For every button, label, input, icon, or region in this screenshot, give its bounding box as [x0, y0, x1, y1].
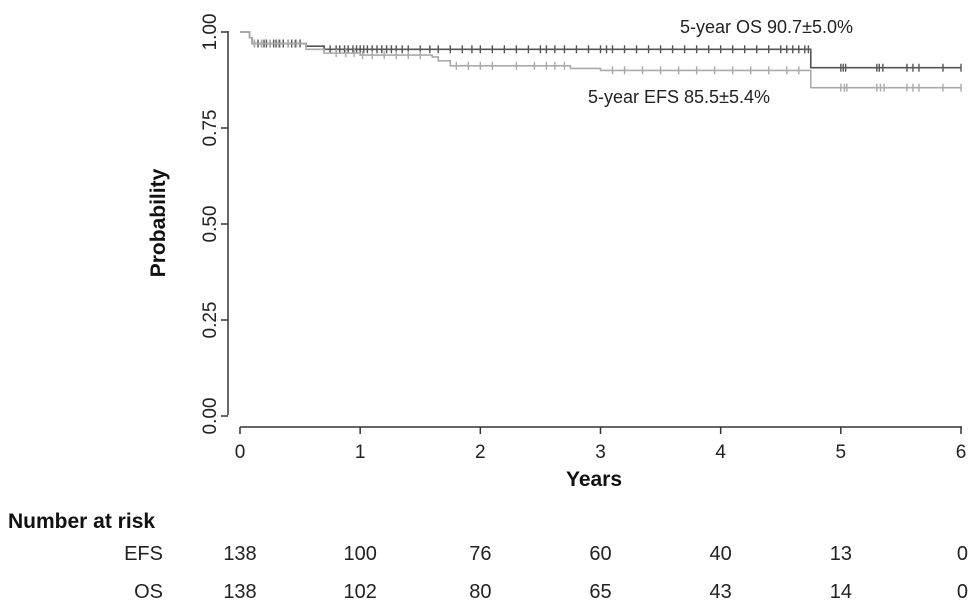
risk-value-efs: 138	[223, 543, 256, 565]
x-axis-title: Years	[566, 468, 622, 491]
y-axis-title: Probability	[147, 168, 170, 277]
x-tick-label: 0	[235, 442, 246, 463]
risk-value-efs: 0	[957, 543, 968, 565]
risk-value-os: 43	[710, 581, 732, 603]
risk-value-efs: 40	[710, 543, 732, 565]
x-tick-label: 3	[595, 442, 606, 463]
risk-value-os: 80	[469, 581, 491, 603]
x-tick-label: 5	[836, 442, 847, 463]
risk-row-label-os: OS	[134, 581, 163, 603]
x-tick-label: 4	[715, 442, 726, 463]
risk-row-label-efs: EFS	[124, 543, 163, 565]
x-ticks: 0 1 2 3 4 5 6	[235, 427, 967, 463]
risk-table: EFS 138 100 76 60 40 13 0 OS 138 102 80 65 43 14 0	[124, 543, 968, 603]
x-tick-label: 2	[475, 442, 486, 463]
risk-value-efs: 100	[343, 543, 376, 565]
x-tick-label: 1	[355, 442, 366, 463]
y-tick-label: 0.00	[200, 398, 221, 435]
risk-value-efs: 60	[589, 543, 611, 565]
risk-value-efs: 76	[469, 543, 491, 565]
risk-value-os: 14	[830, 581, 852, 603]
risk-value-os: 65	[589, 581, 611, 603]
y-tick-label: 0.50	[200, 206, 221, 243]
risk-value-os: 0	[957, 581, 968, 603]
y-tick-label: 0.75	[200, 110, 221, 147]
y-ticks: 0.00 0.25 0.50 0.75 1.00	[200, 14, 228, 435]
risk-table-title: Number at risk	[8, 510, 155, 533]
x-tick-label: 6	[956, 442, 967, 463]
risk-value-os: 138	[223, 581, 256, 603]
y-tick-label: 0.25	[200, 302, 221, 339]
risk-value-os: 102	[343, 581, 376, 603]
survival-curves	[240, 31, 962, 92]
efs-annotation: 5-year EFS 85.5±5.4%	[588, 87, 770, 107]
y-tick-label: 1.00	[200, 14, 221, 51]
os-annotation: 5-year OS 90.7±5.0%	[680, 17, 853, 37]
risk-value-efs: 13	[830, 543, 852, 565]
curve-efs	[240, 31, 961, 89]
